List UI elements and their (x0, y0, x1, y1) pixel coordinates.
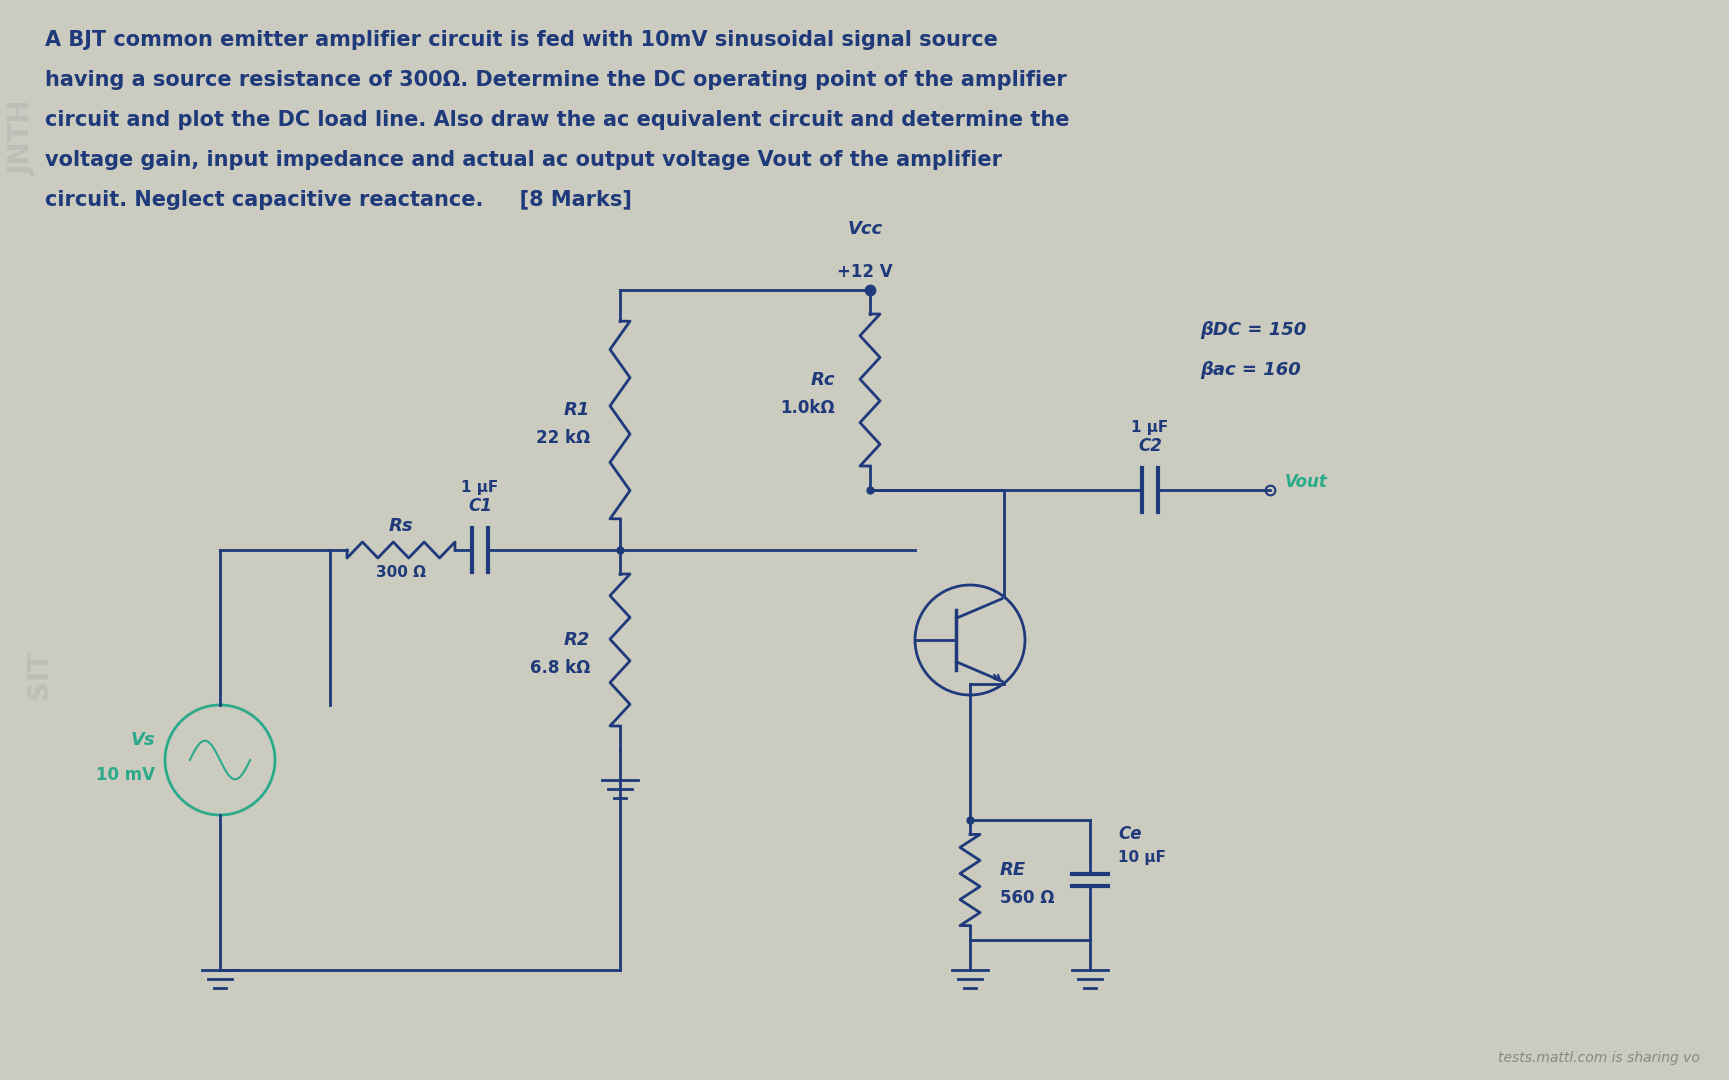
Text: Rc: Rc (811, 372, 835, 389)
Text: +12 V: +12 V (837, 264, 892, 281)
Text: C1: C1 (469, 497, 493, 515)
Text: A BJT common emitter amplifier circuit is fed with 10mV sinusoidal signal source: A BJT common emitter amplifier circuit i… (45, 30, 998, 50)
Text: circuit and plot the DC load line. Also draw the ac equivalent circuit and deter: circuit and plot the DC load line. Also … (45, 110, 1070, 130)
Text: Vout: Vout (1285, 473, 1328, 491)
Text: voltage gain, input impedance and actual ac output voltage Vout of the amplifier: voltage gain, input impedance and actual… (45, 150, 1003, 170)
Text: having a source resistance of 300Ω. Determine the DC operating point of the ampl: having a source resistance of 300Ω. Dete… (45, 70, 1067, 90)
Text: 560 Ω: 560 Ω (999, 889, 1055, 907)
Text: circuit. Neglect capacitive reactance.     [8 Marks]: circuit. Neglect capacitive reactance. [… (45, 190, 631, 210)
Text: 1.0kΩ: 1.0kΩ (780, 399, 835, 417)
Text: 300 Ω: 300 Ω (375, 565, 425, 580)
Text: JNTH: JNTH (9, 100, 36, 175)
Text: Vcc: Vcc (847, 220, 882, 238)
Text: Vs: Vs (130, 731, 156, 750)
Text: Rs: Rs (389, 517, 413, 535)
Text: 10 mV: 10 mV (97, 766, 156, 784)
Text: Ce: Ce (1119, 825, 1141, 843)
Text: tests.mattl.com is sharing vo: tests.mattl.com is sharing vo (1497, 1051, 1700, 1065)
Text: 1 μF: 1 μF (1131, 420, 1169, 435)
Text: R1: R1 (564, 401, 590, 419)
Text: 6.8 kΩ: 6.8 kΩ (529, 659, 590, 677)
Text: C2: C2 (1138, 437, 1162, 455)
Text: βac = 160: βac = 160 (1200, 361, 1300, 379)
Text: R2: R2 (564, 631, 590, 649)
Text: SIT: SIT (24, 650, 54, 699)
Text: βDC = 150: βDC = 150 (1200, 321, 1305, 339)
Text: RE: RE (999, 861, 1025, 879)
Text: 22 kΩ: 22 kΩ (536, 429, 590, 447)
Text: 1 μF: 1 μF (462, 480, 498, 495)
Text: 10 μF: 10 μF (1119, 850, 1165, 865)
